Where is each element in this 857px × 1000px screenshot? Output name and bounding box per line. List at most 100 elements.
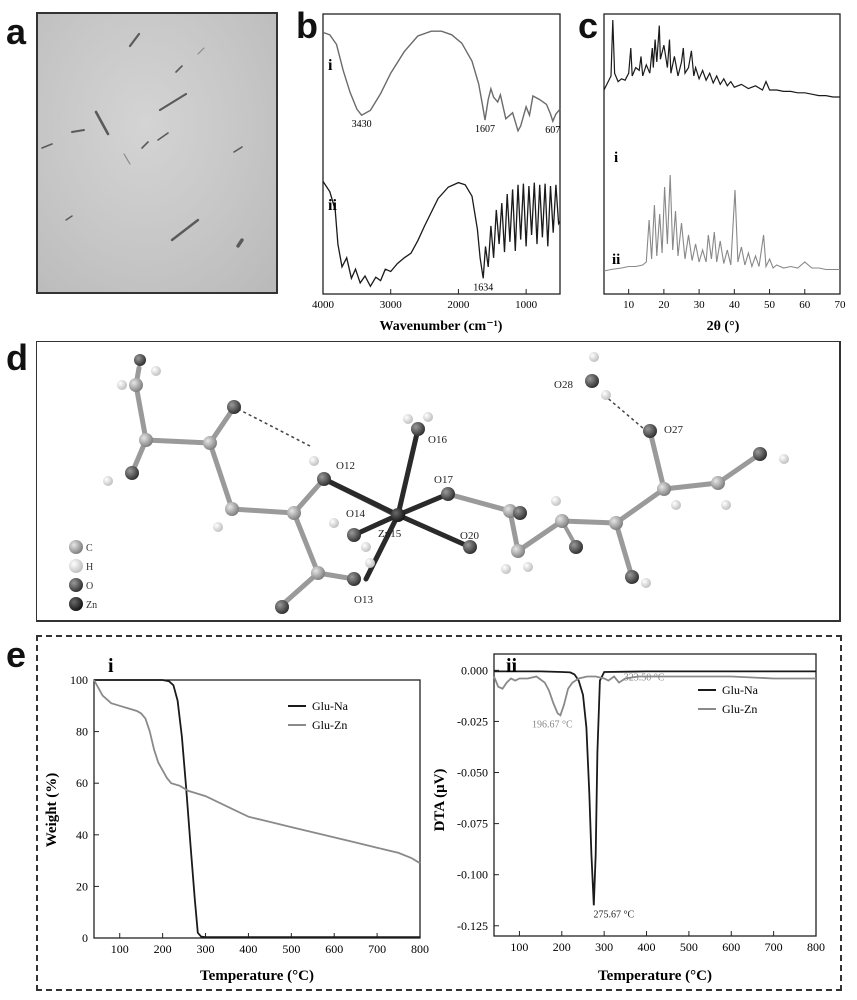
dta-y-axis-label: DTA (μV) (432, 769, 448, 832)
dta-x-axis-label: Temperature (°C) (598, 968, 712, 984)
ftir-x-tick-label: 3000 (380, 299, 403, 311)
legend-swatch-h (69, 559, 83, 573)
atom-labels: O28 O27 O16 O12 O17 O14 Zn15 O20 O13 (336, 379, 683, 606)
dta-x-tick-label: 800 (807, 940, 825, 954)
ftir-annotation-1634: 1634 (473, 282, 493, 293)
zinc-coordination-bonds (321, 426, 473, 582)
dta-x-tick-label: 200 (553, 940, 571, 954)
dta-y-tick-label: 0.000 (461, 663, 488, 677)
dta-x-tick-label: 600 (722, 940, 740, 954)
dta-x-tick-label: 700 (765, 940, 783, 954)
tga-glu-na-line (94, 679, 420, 939)
tga-legend-glu-zn: Glu-Zn (312, 718, 347, 732)
micrograph-image (36, 12, 278, 294)
xrd-x-tick-label: 30 (694, 299, 706, 311)
dta-subpanel-label: ii (506, 655, 518, 677)
hydrogen-bonds (237, 394, 645, 447)
dta-y-tick-label: -0.100 (457, 868, 488, 882)
ftir-x-axis-label: Wavenumber (cm⁻¹) (380, 319, 503, 334)
dta-annotation-196: 196.67 °C (532, 719, 573, 730)
dta-legend-glu-zn: Glu-Zn (722, 702, 757, 716)
dta-chart: 100 200 300 400 500 600 700 800 0.000 -0.025 -0.05… (432, 653, 825, 984)
atom-label-zn15: Zn15 (378, 528, 402, 540)
tga-chart: 100 200 300 400 500 600 700 800 0 20 40 60 80 100 i G… (44, 655, 429, 984)
xrd-series-ii-line (603, 174, 840, 272)
xrd-series-i-line (603, 19, 840, 98)
tga-x-tick-label: 200 (154, 942, 172, 956)
xrd-x-tick-label: 50 (764, 299, 776, 311)
xrd-series-ii-label: ii (612, 252, 620, 268)
tga-y-tick-label: 0 (82, 931, 88, 945)
xrd-x-tick-label: 60 (799, 299, 811, 311)
ftir-series-i-label: i (328, 57, 333, 74)
dta-glu-zn-line (493, 675, 816, 717)
tga-y-tick-label: 20 (76, 879, 88, 893)
xrd-plot-frame (603, 13, 841, 295)
tga-subpanel-label: i (108, 655, 114, 677)
structure-frame (36, 341, 841, 622)
panel-label-b: b (296, 5, 318, 46)
dta-annotation-323: 323.50 °C (624, 672, 665, 683)
xrd-series-i-label: i (614, 150, 618, 166)
legend-label-o: O (86, 581, 93, 592)
atom-label-o16: O16 (428, 434, 447, 446)
xrd-x-axis-label: 2θ (°) (707, 319, 740, 334)
dta-x-tick-label: 500 (680, 940, 698, 954)
xrd-x-tick-label: 40 (729, 299, 741, 311)
dta-x-tick-label: 300 (595, 940, 613, 954)
atom-label-o17: O17 (434, 474, 453, 486)
panel-label-d: d (6, 337, 28, 378)
ftir-chart: 4000 3000 2000 1000 i ii 3430 1607 607 1634… (312, 13, 561, 334)
atom-label-o28: O28 (554, 379, 573, 391)
ftir-series-ii-label: ii (328, 197, 337, 214)
dta-glu-na-line (494, 670, 816, 906)
panel-label-c: c (578, 5, 599, 46)
dta-legend-glu-na: Glu-Na (722, 683, 759, 697)
ftir-x-tick-label: 2000 (447, 299, 470, 311)
dta-y-tick-label: -0.075 (457, 817, 488, 831)
ftir-plot-frame (322, 13, 561, 295)
tga-y-tick-label: 40 (76, 828, 88, 842)
xrd-x-tick-label: 10 (623, 299, 635, 311)
ftir-series-ii-line (322, 181, 561, 288)
tga-y-axis-label: Weight (%) (44, 773, 60, 848)
dta-y-tick-label: -0.125 (457, 919, 488, 933)
legend-label-h: H (86, 562, 93, 573)
ftir-annotation-3430: 3430 (352, 119, 372, 130)
tga-x-tick-label: 700 (368, 942, 386, 956)
ftir-annotation-1607: 1607 (475, 124, 495, 135)
tga-x-tick-label: 500 (282, 942, 300, 956)
tga-x-tick-label: 100 (111, 942, 129, 956)
legend-label-zn: Zn (86, 600, 97, 611)
dta-plot-frame (493, 653, 817, 937)
atom-label-o14: O14 (346, 508, 365, 520)
tga-glu-zn-line (93, 679, 421, 864)
xrd-chart: 10 20 30 40 50 60 70 i ii 2θ (°) (603, 13, 846, 334)
panel-e-frame (36, 635, 842, 991)
legend-swatch-zn (69, 597, 83, 611)
panel-label-e: e (6, 634, 27, 675)
atom-label-o13: O13 (354, 594, 373, 606)
tga-x-tick-label: 300 (197, 942, 215, 956)
structure-atoms (103, 352, 789, 614)
crystal-structure-diagram: O28 O27 O16 O12 O17 O14 Zn15 O20 O13 C H… (36, 341, 841, 622)
ftir-series-i-line (322, 30, 561, 133)
tga-y-tick-label: 100 (70, 673, 88, 687)
tga-y-tick-label: 60 (76, 776, 88, 790)
micrograph-crystals (41, 32, 244, 248)
dta-x-tick-label: 400 (638, 940, 656, 954)
tga-x-axis-label: Temperature (°C) (200, 968, 314, 984)
legend-swatch-o (69, 578, 83, 592)
ftir-x-tick-label: 1000 (515, 299, 538, 311)
ftir-annotation-607: 607 (545, 125, 560, 136)
legend-swatch-c (69, 540, 83, 554)
atom-label-o20: O20 (460, 530, 479, 542)
tga-legend-glu-na: Glu-Na (312, 699, 349, 713)
panel-label-a: a (6, 11, 27, 52)
atom-label-o12: O12 (336, 460, 355, 472)
dta-y-tick-label: -0.025 (457, 714, 488, 728)
tga-y-tick-label: 80 (76, 725, 88, 739)
legend-label-c: C (86, 543, 93, 554)
tga-plot-frame (93, 679, 421, 939)
tga-x-tick-label: 400 (239, 942, 257, 956)
